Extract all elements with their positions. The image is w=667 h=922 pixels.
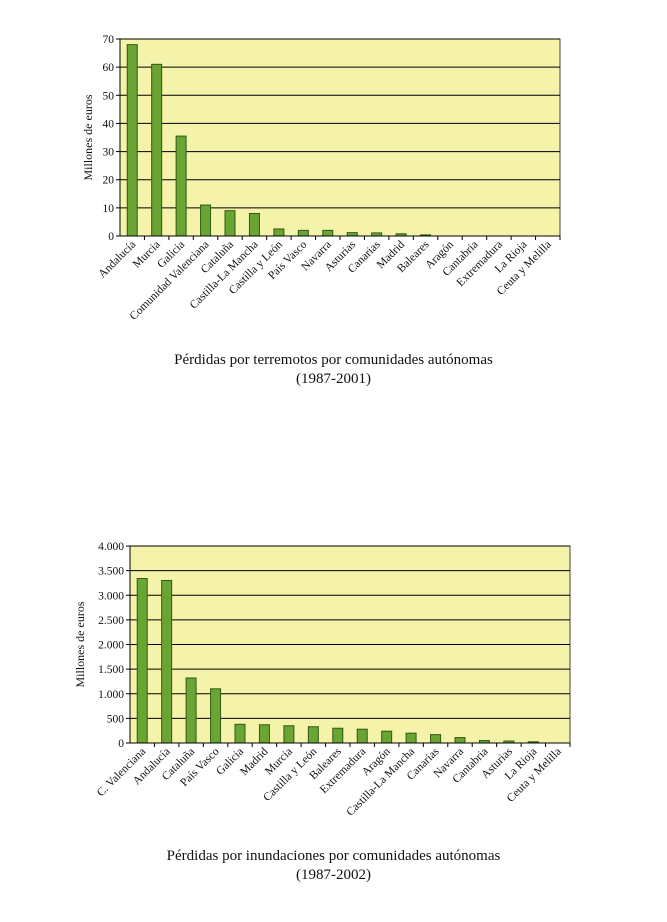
chart2-bar [430, 734, 442, 744]
chart2-bar [454, 737, 466, 744]
chart2-bar [356, 728, 368, 744]
chart2-y-tick-label: 0 [118, 738, 124, 750]
chart2-bar [332, 727, 344, 744]
chart2-bar [136, 578, 148, 744]
chart2-bar [185, 677, 197, 744]
chart1-y-tick-label: 0 [108, 231, 114, 243]
chart1-y-tick-label: 60 [103, 62, 115, 74]
chart2-y-tick-label: 3.000 [98, 590, 124, 602]
chart1-y-axis-label: Millones de euros [81, 94, 95, 180]
chart2-bar [307, 726, 319, 744]
chart2-y-tick-label: 2.500 [98, 615, 124, 627]
chart2-caption: Pérdidas por inundaciones por comunidade… [0, 847, 667, 885]
chart2-bar [258, 724, 270, 744]
chart2-y-tick-label: 500 [107, 713, 125, 725]
chart2-y-tick-label: 4.000 [98, 541, 124, 553]
chart1-y-tick-label: 70 [103, 34, 115, 46]
chart1-plot-area [119, 38, 561, 237]
chart2-bar [161, 579, 173, 744]
chart2-bar [234, 723, 246, 744]
chart1-y-tick-label: 40 [103, 118, 115, 130]
chart2-title: Pérdidas por inundaciones por comunidade… [166, 848, 501, 864]
chart2-y-axis-label: Millones de euros [73, 601, 87, 687]
chart1-title: Pérdidas por terremotos por comunidades … [174, 352, 493, 368]
chart2-subtitle: (1987-2002) [296, 867, 371, 883]
chart1-y-tick-label: 50 [103, 90, 115, 102]
chart2-y-tick-label: 1.500 [98, 664, 124, 676]
chart1-caption: Pérdidas por terremotos por comunidades … [0, 351, 667, 389]
chart2-bar [405, 732, 417, 744]
chart2-bar [381, 730, 393, 744]
chart1-y-tick-label: 10 [103, 203, 115, 215]
chart2-bar [210, 688, 222, 744]
chart1-y-tick-label: 20 [103, 175, 115, 187]
chart2-y-tick-label: 1.000 [98, 689, 124, 701]
chart2-y-tick-label: 3.500 [98, 566, 124, 578]
chart1-y-tick-label: 30 [103, 147, 115, 159]
chart2-bar [283, 725, 295, 744]
chart1-subtitle: (1987-2001) [296, 371, 371, 387]
chart2-y-tick-label: 2.000 [98, 640, 124, 652]
